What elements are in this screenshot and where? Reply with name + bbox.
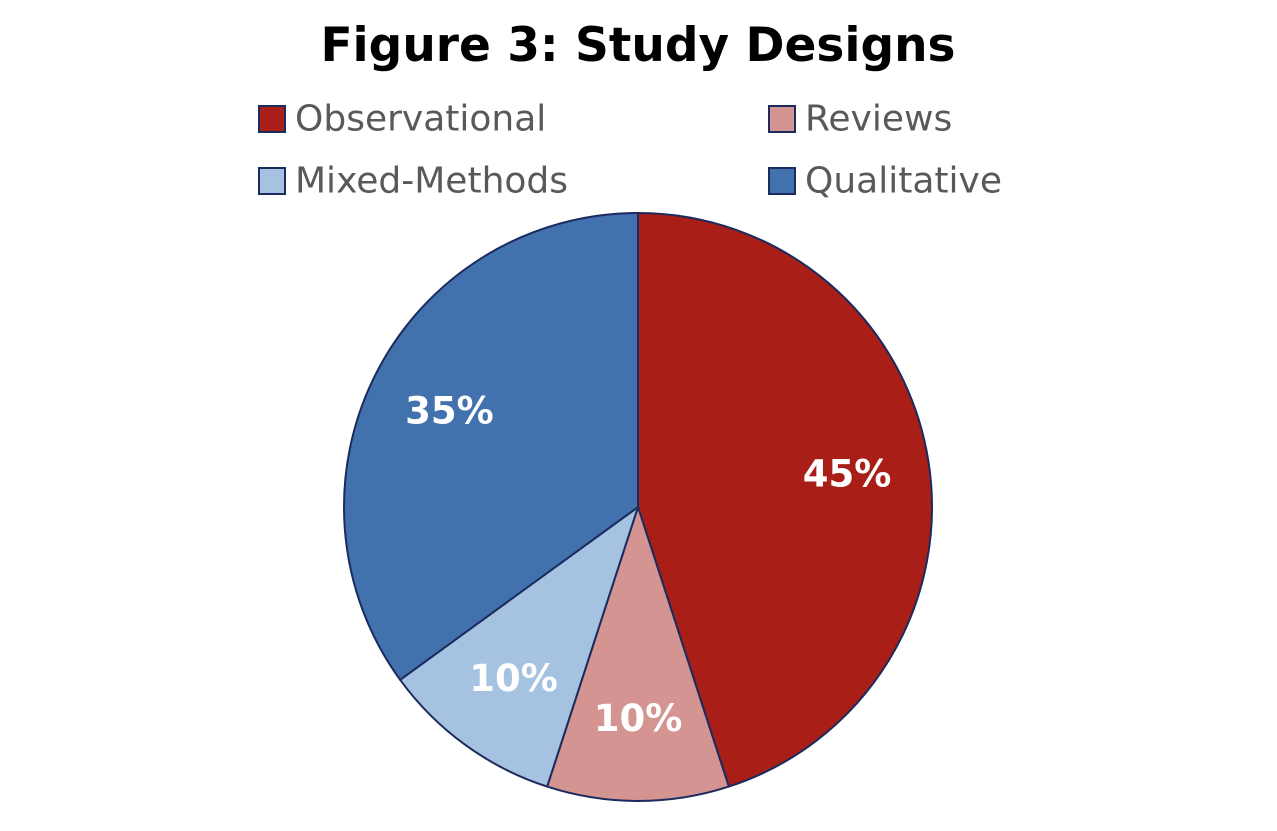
legend-label-mixed-methods: Mixed-Methods [295, 161, 568, 202]
data-label-reviews: 10% [594, 697, 683, 740]
legend-item-qualitative: Qualitative [768, 161, 1002, 202]
legend-label-qualitative: Qualitative [805, 161, 1002, 202]
data-label-mixed-methods: 10% [469, 657, 558, 700]
legend-item-reviews: Reviews [768, 99, 952, 140]
legend-swatch-reviews [768, 105, 796, 133]
data-label-qualitative: 35% [405, 389, 494, 432]
legend: Observational Reviews Mixed-Methods Qualita… [258, 99, 1002, 202]
legend-swatch-mixed-methods [258, 167, 286, 195]
pie-slices [343, 212, 933, 802]
legend-swatch-observational [258, 105, 286, 133]
pie-slice-mixed-methods [399, 506, 639, 788]
legend-swatch-qualitative [768, 167, 796, 195]
data-labels: 45% 10% 10% 35% [405, 389, 891, 740]
legend-item-mixed-methods: Mixed-Methods [258, 161, 568, 202]
pie-slice-qualitative [343, 212, 639, 681]
data-label-observational: 45% [803, 452, 892, 495]
pie-slice-reviews [546, 506, 730, 802]
chart-title: Figure 3: Study Designs [320, 18, 955, 73]
legend-label-reviews: Reviews [805, 99, 952, 140]
pie-slice-observational [637, 212, 933, 788]
legend-item-observational: Observational [258, 99, 546, 140]
legend-label-observational: Observational [295, 99, 546, 140]
